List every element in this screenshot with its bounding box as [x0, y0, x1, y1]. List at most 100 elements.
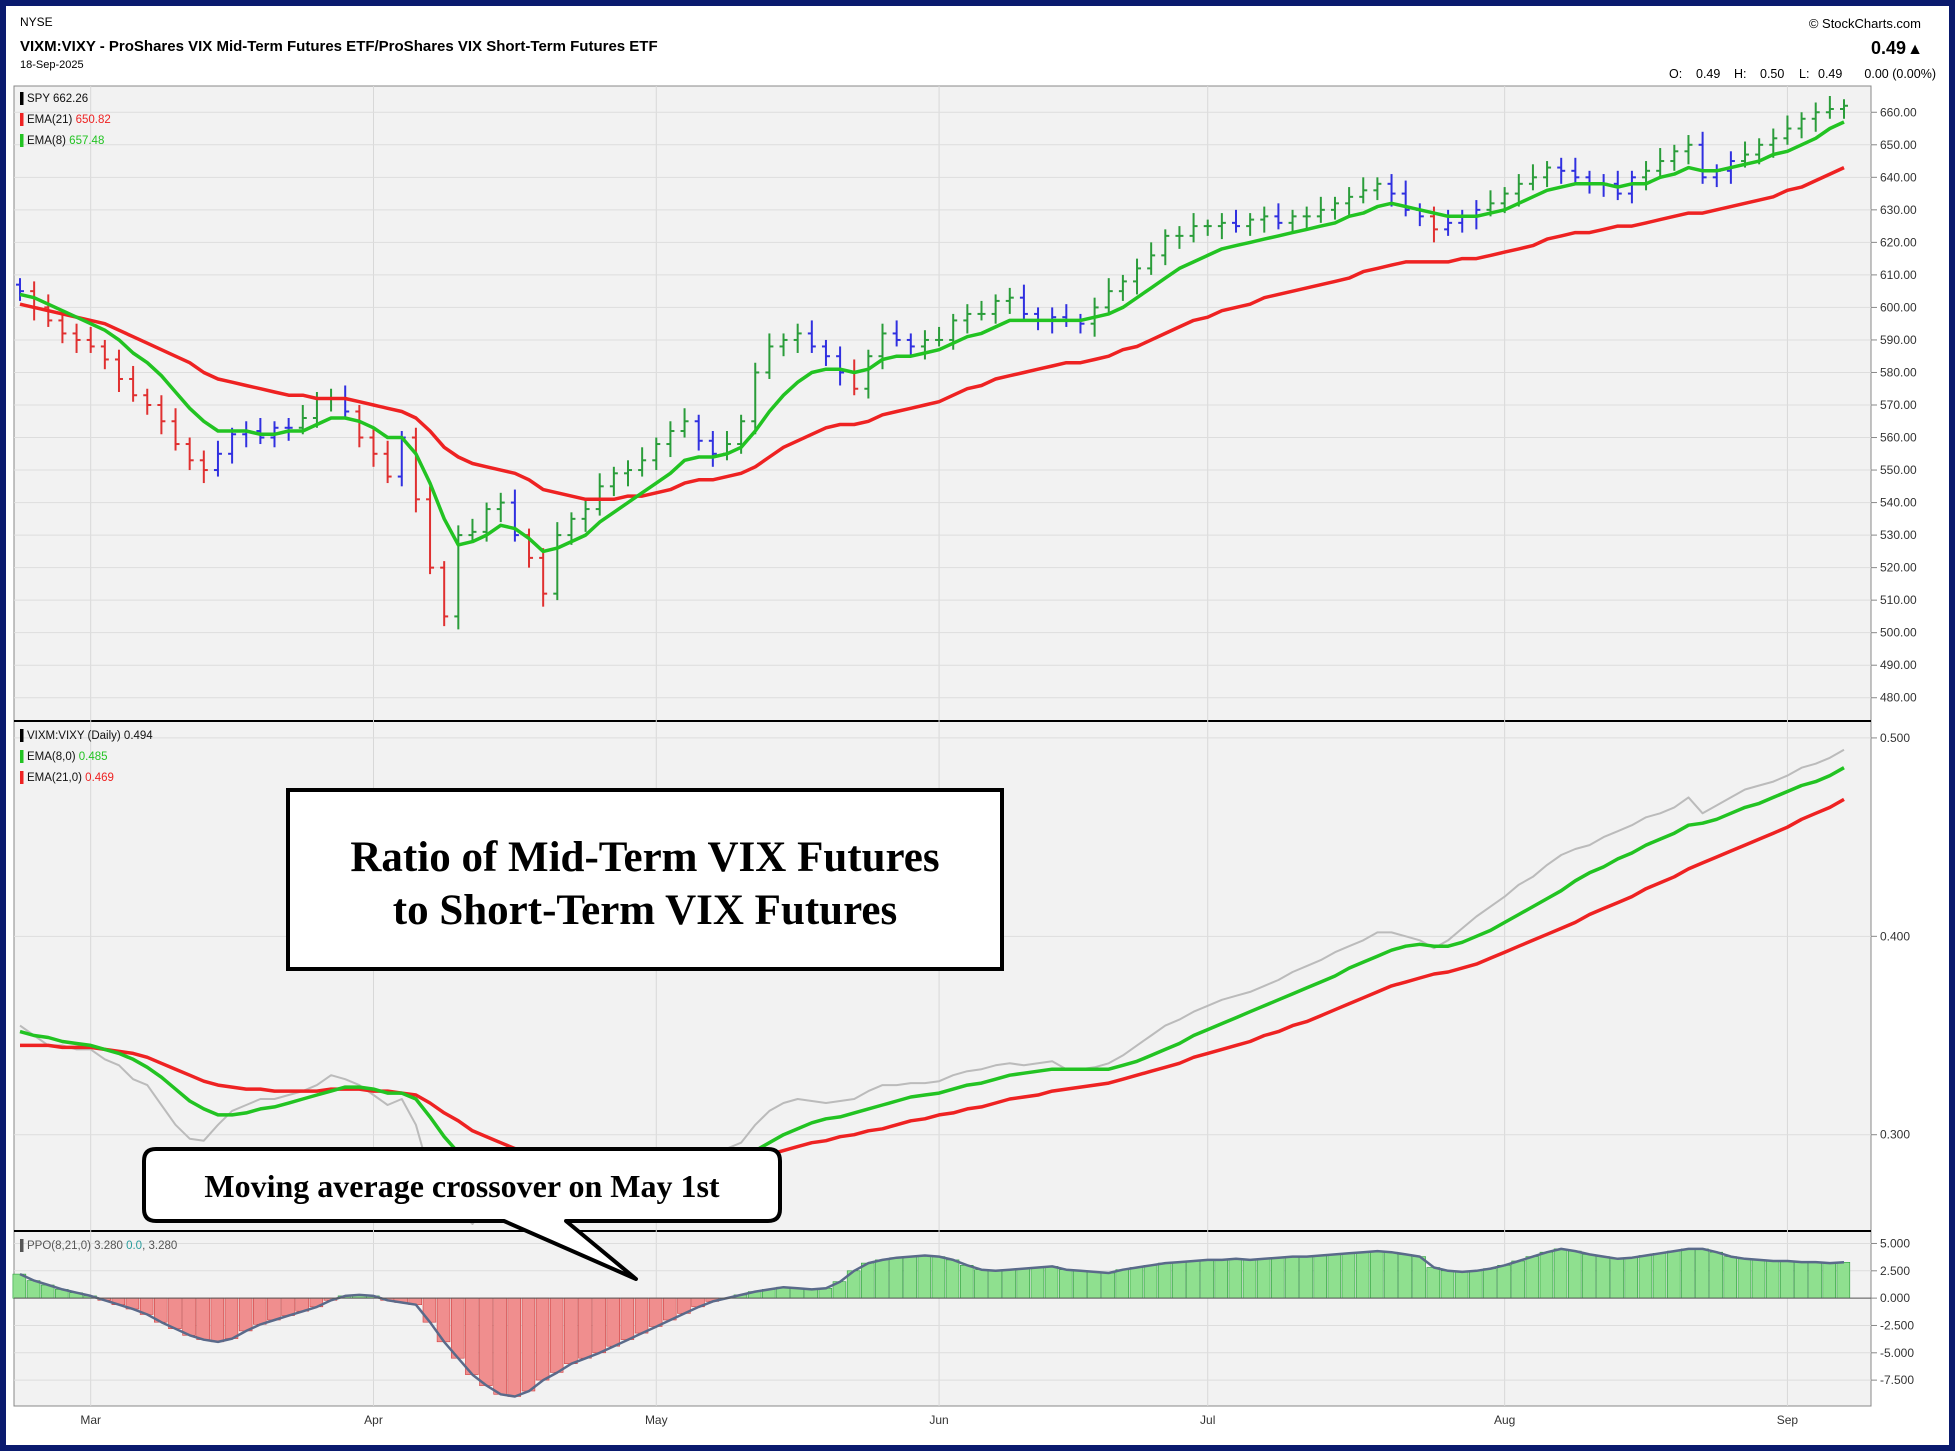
ppo-bar — [1271, 1257, 1285, 1299]
price-y-tick-label: 610.00 — [1880, 268, 1917, 282]
last-price: 0.49 — [1871, 38, 1906, 58]
price-bar — [553, 522, 562, 601]
price-bar — [1005, 287, 1014, 314]
ppo-bar — [182, 1297, 196, 1336]
price-bar — [864, 349, 873, 399]
ppo-bar — [1016, 1268, 1030, 1299]
ppo-bar — [1299, 1256, 1313, 1299]
x-tick-label: Jun — [929, 1413, 948, 1427]
ppo-bar — [267, 1297, 281, 1321]
ppo-bar — [945, 1259, 960, 1299]
ppo-bar — [1737, 1258, 1752, 1299]
price-bar — [1656, 148, 1665, 178]
price-bar — [440, 561, 449, 627]
ppo-bar — [1242, 1259, 1257, 1299]
ratio-y-tick-label: 0.400 — [1880, 929, 1910, 943]
ppo-y-tick-label: -2.500 — [1880, 1318, 1914, 1332]
price-bar — [1797, 112, 1806, 139]
ppo-bar — [1751, 1259, 1766, 1299]
ppo-bar — [889, 1257, 903, 1299]
price-bar — [213, 440, 222, 477]
price-y-tick-label: 590.00 — [1880, 333, 1917, 347]
ppo-bar — [1214, 1259, 1229, 1299]
price-bar — [680, 408, 689, 438]
price-bar — [1316, 196, 1325, 223]
price-bar — [1175, 226, 1184, 249]
ppo-bar — [465, 1297, 479, 1375]
ohlc-readout: O: 0.49 H: 0.50 L: 0.49 0.00 (0.00%) — [1669, 67, 1936, 81]
ppo-bar — [917, 1255, 932, 1299]
ppo-bar — [634, 1297, 649, 1334]
ppo-bar — [281, 1297, 295, 1316]
change-value: 0.00 (0.00%) — [1864, 67, 1936, 81]
price-bar — [1698, 131, 1707, 184]
price-bar — [821, 339, 830, 366]
price-bar — [807, 320, 816, 353]
price-bar — [100, 339, 109, 370]
ppo-y-tick-label: 5.000 — [1880, 1236, 1910, 1250]
price-bar — [539, 548, 548, 607]
ratio-legend-swatch — [20, 750, 24, 763]
ppo-legend-swatch — [20, 1239, 24, 1252]
ppo-bar — [592, 1297, 606, 1354]
price-bar — [1288, 209, 1297, 233]
ratio-annotation-box: Ratio of Mid-Term VIX Futures to Short-T… — [286, 788, 1004, 971]
price-bar — [157, 395, 166, 435]
ppo-bar — [564, 1297, 578, 1364]
ppo-bar — [620, 1297, 635, 1340]
brand-logo[interactable]: © StockCharts.com — [1809, 16, 1921, 31]
price-plot — [16, 96, 1848, 630]
ppo-bar — [1228, 1258, 1243, 1299]
price-bar — [411, 427, 420, 513]
crossover-callout: Moving average crossover on May 1st — [142, 1147, 782, 1281]
ppo-bar — [648, 1297, 663, 1327]
ppo-bar — [1469, 1270, 1483, 1299]
price-y-tick-label: 630.00 — [1880, 203, 1917, 217]
ohlc-open-label: O: — [1669, 67, 1682, 81]
price-bar — [1147, 242, 1156, 275]
price-legend-swatch — [20, 92, 24, 105]
ppo-bar — [196, 1297, 210, 1340]
ppo-bar — [1553, 1248, 1568, 1299]
ppo-bar — [1610, 1258, 1624, 1299]
ppo-plot — [12, 1247, 1871, 1398]
ppo-bar — [931, 1256, 946, 1299]
ppo-bar — [1044, 1266, 1059, 1299]
price-bar — [1684, 135, 1693, 165]
price-bar — [906, 333, 915, 357]
price-bar — [72, 323, 81, 353]
ppo-bar — [1780, 1260, 1794, 1299]
ppo-bar — [1115, 1269, 1130, 1299]
price-bar — [1373, 177, 1382, 201]
ppo-bar — [1129, 1267, 1144, 1299]
price-y-tick-label: 620.00 — [1880, 235, 1917, 249]
price-bar — [143, 388, 152, 415]
ppo-line — [19, 1247, 1845, 1398]
x-tick-label: Aug — [1494, 1413, 1515, 1427]
ppo-bar — [1355, 1251, 1370, 1299]
exchange-label: NYSE — [20, 15, 53, 29]
ppo-bar — [1186, 1260, 1200, 1299]
ppo-bar — [507, 1297, 521, 1397]
ratio-legend-swatch — [20, 771, 24, 784]
price-bar — [1528, 164, 1537, 191]
ratio-legend-item: EMA(8,0) 0.485 — [27, 751, 108, 763]
ppo-bar — [1596, 1256, 1610, 1299]
price-bar — [383, 440, 392, 484]
ppo-bar — [1525, 1256, 1540, 1299]
price-bar — [1019, 284, 1028, 321]
ppo-bar — [1313, 1255, 1328, 1299]
price-bar — [185, 437, 194, 471]
price-y-tick-label: 560.00 — [1880, 431, 1917, 445]
price-bar — [86, 326, 95, 353]
ppo-bar — [1454, 1271, 1469, 1299]
chart-title: VIXM:VIXY - ProShares VIX Mid-Term Futur… — [20, 38, 658, 55]
ppo-bar — [1568, 1250, 1582, 1299]
ppo-bar — [1511, 1260, 1525, 1299]
ratio-annotation-line-2: to Short-Term VIX Futures — [393, 887, 897, 934]
ppo-bar — [168, 1297, 182, 1329]
ppo-bar — [1765, 1260, 1780, 1299]
price-bar — [496, 492, 505, 523]
price-y-tick-label: 500.00 — [1880, 626, 1917, 640]
ppo-bar — [1143, 1265, 1158, 1299]
